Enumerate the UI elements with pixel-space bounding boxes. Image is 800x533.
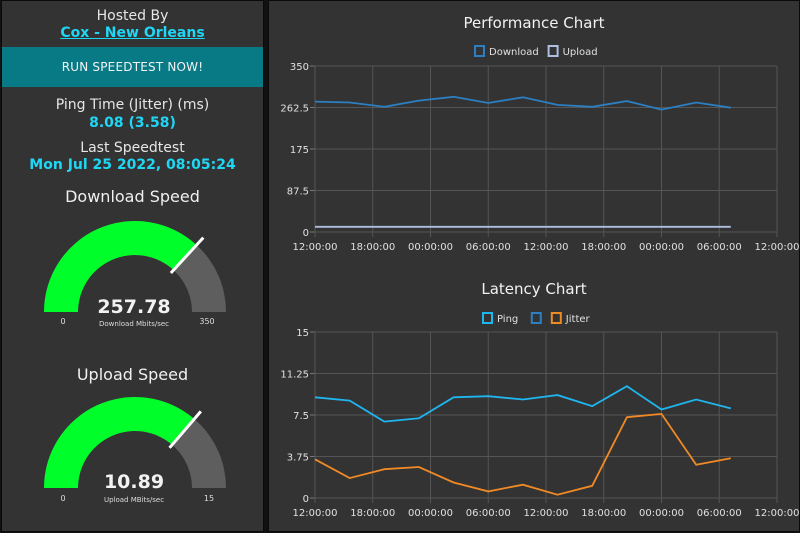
x-tick-label: 18:00:00 — [581, 508, 626, 519]
legend-label: Download — [489, 47, 539, 58]
upload-gauge-value: 10.89 — [104, 471, 164, 493]
server-link[interactable]: Cox - New Orleans — [60, 25, 205, 41]
y-tick-label: 175 — [290, 145, 309, 156]
x-tick-label: 06:00:00 — [697, 242, 742, 253]
download-gauge-unit: Download Mbits/sec — [99, 320, 169, 328]
x-tick-label: 12:00:00 — [293, 508, 338, 519]
series-line-download — [314, 95, 731, 111]
legend-swatch — [547, 45, 559, 57]
charts-panel: Performance Chart Download Upload 350 262.5 1… — [268, 0, 800, 532]
x-tick-label: 12:00:00 — [524, 242, 569, 253]
upload-speed-title: Upload Speed — [76, 365, 189, 384]
chart-title: Latency Chart — [481, 280, 586, 298]
y-tick-label: 0 — [303, 494, 309, 505]
download-gauge-fill — [44, 221, 197, 312]
y-tick-label: 262.5 — [280, 104, 309, 115]
y-tick-label: 11.25 — [280, 370, 309, 381]
download-gauge: 257.78 Download Mbits/sec 0 350 — [44, 221, 226, 328]
latency-chart: Latency Chart Ping Jitter 15 11.25 7.5 3.75 0 12… — [280, 280, 799, 519]
x-tick-label: 00:00:00 — [639, 508, 684, 519]
x-tick-label: 12:00:00 — [293, 242, 338, 253]
y-tick-label: 15 — [296, 328, 309, 339]
x-tick-label: 00:00:00 — [408, 242, 453, 253]
hosted-by-label: Hosted By — [96, 8, 169, 24]
speedtest-panel: Hosted By Cox - New Orleans RUN SPEEDTES… — [1, 0, 264, 532]
y-tick-label: 3.75 — [287, 453, 309, 464]
download-speed-title: Download Speed — [65, 187, 200, 206]
chart-title: Performance Chart — [463, 14, 604, 32]
ping-label: Ping Time (Jitter) (ms) — [55, 97, 210, 113]
legend-swatch — [550, 312, 562, 324]
download-gauge-max: 350 — [199, 317, 214, 326]
legend-swatch — [474, 45, 485, 57]
last-speedtest-label: Last Speedtest — [80, 140, 185, 156]
x-tick-label: 18:00:00 — [350, 508, 395, 519]
x-tick-label: 06:00:00 — [466, 242, 511, 253]
x-tick-label: 18:00:00 — [350, 242, 395, 253]
run-speedtest-button[interactable]: RUN SPEEDTEST NOW! — [2, 47, 263, 87]
x-tick-label: 06:00:00 — [466, 508, 511, 519]
x-tick-label: 06:00:00 — [697, 508, 742, 519]
upload-gauge-unit: Upload MBits/sec — [104, 496, 164, 504]
legend-swatch — [482, 312, 493, 324]
download-gauge-value: 257.78 — [97, 296, 170, 318]
legend-label: Upload — [563, 47, 598, 58]
series-line-ping — [314, 385, 732, 423]
legend-label: Jitter — [565, 314, 591, 325]
x-tick-label: 12:00:00 — [524, 508, 569, 519]
legend-swatch — [530, 312, 542, 324]
download-gauge-min: 0 — [60, 317, 65, 326]
upload-gauge-fill — [44, 397, 195, 488]
ping-value: 8.08 (3.58) — [89, 115, 176, 131]
legend-label: Ping — [497, 314, 518, 325]
x-tick-label: 00:00:00 — [639, 242, 684, 253]
series-line-jitter — [314, 412, 731, 496]
y-tick-label: 350 — [290, 62, 309, 73]
y-tick-label: 0 — [303, 228, 309, 239]
upload-gauge: 10.89 Upload MBits/sec 0 15 — [44, 397, 226, 504]
performance-chart: Performance Chart Download Upload 350 262.5 1… — [280, 14, 799, 253]
x-tick-label: 12:00:00 — [755, 508, 799, 519]
y-tick-label: 87.5 — [287, 187, 309, 198]
upload-gauge-max: 15 — [204, 494, 214, 503]
last-speedtest-value: Mon Jul 25 2022, 08:05:24 — [29, 157, 236, 173]
upload-gauge-needle — [168, 410, 202, 449]
download-gauge-needle — [169, 236, 205, 274]
x-tick-label: 12:00:00 — [755, 242, 799, 253]
upload-gauge-min: 0 — [60, 494, 65, 503]
x-tick-label: 18:00:00 — [581, 242, 626, 253]
y-tick-label: 7.5 — [293, 411, 309, 422]
x-tick-label: 00:00:00 — [408, 508, 453, 519]
